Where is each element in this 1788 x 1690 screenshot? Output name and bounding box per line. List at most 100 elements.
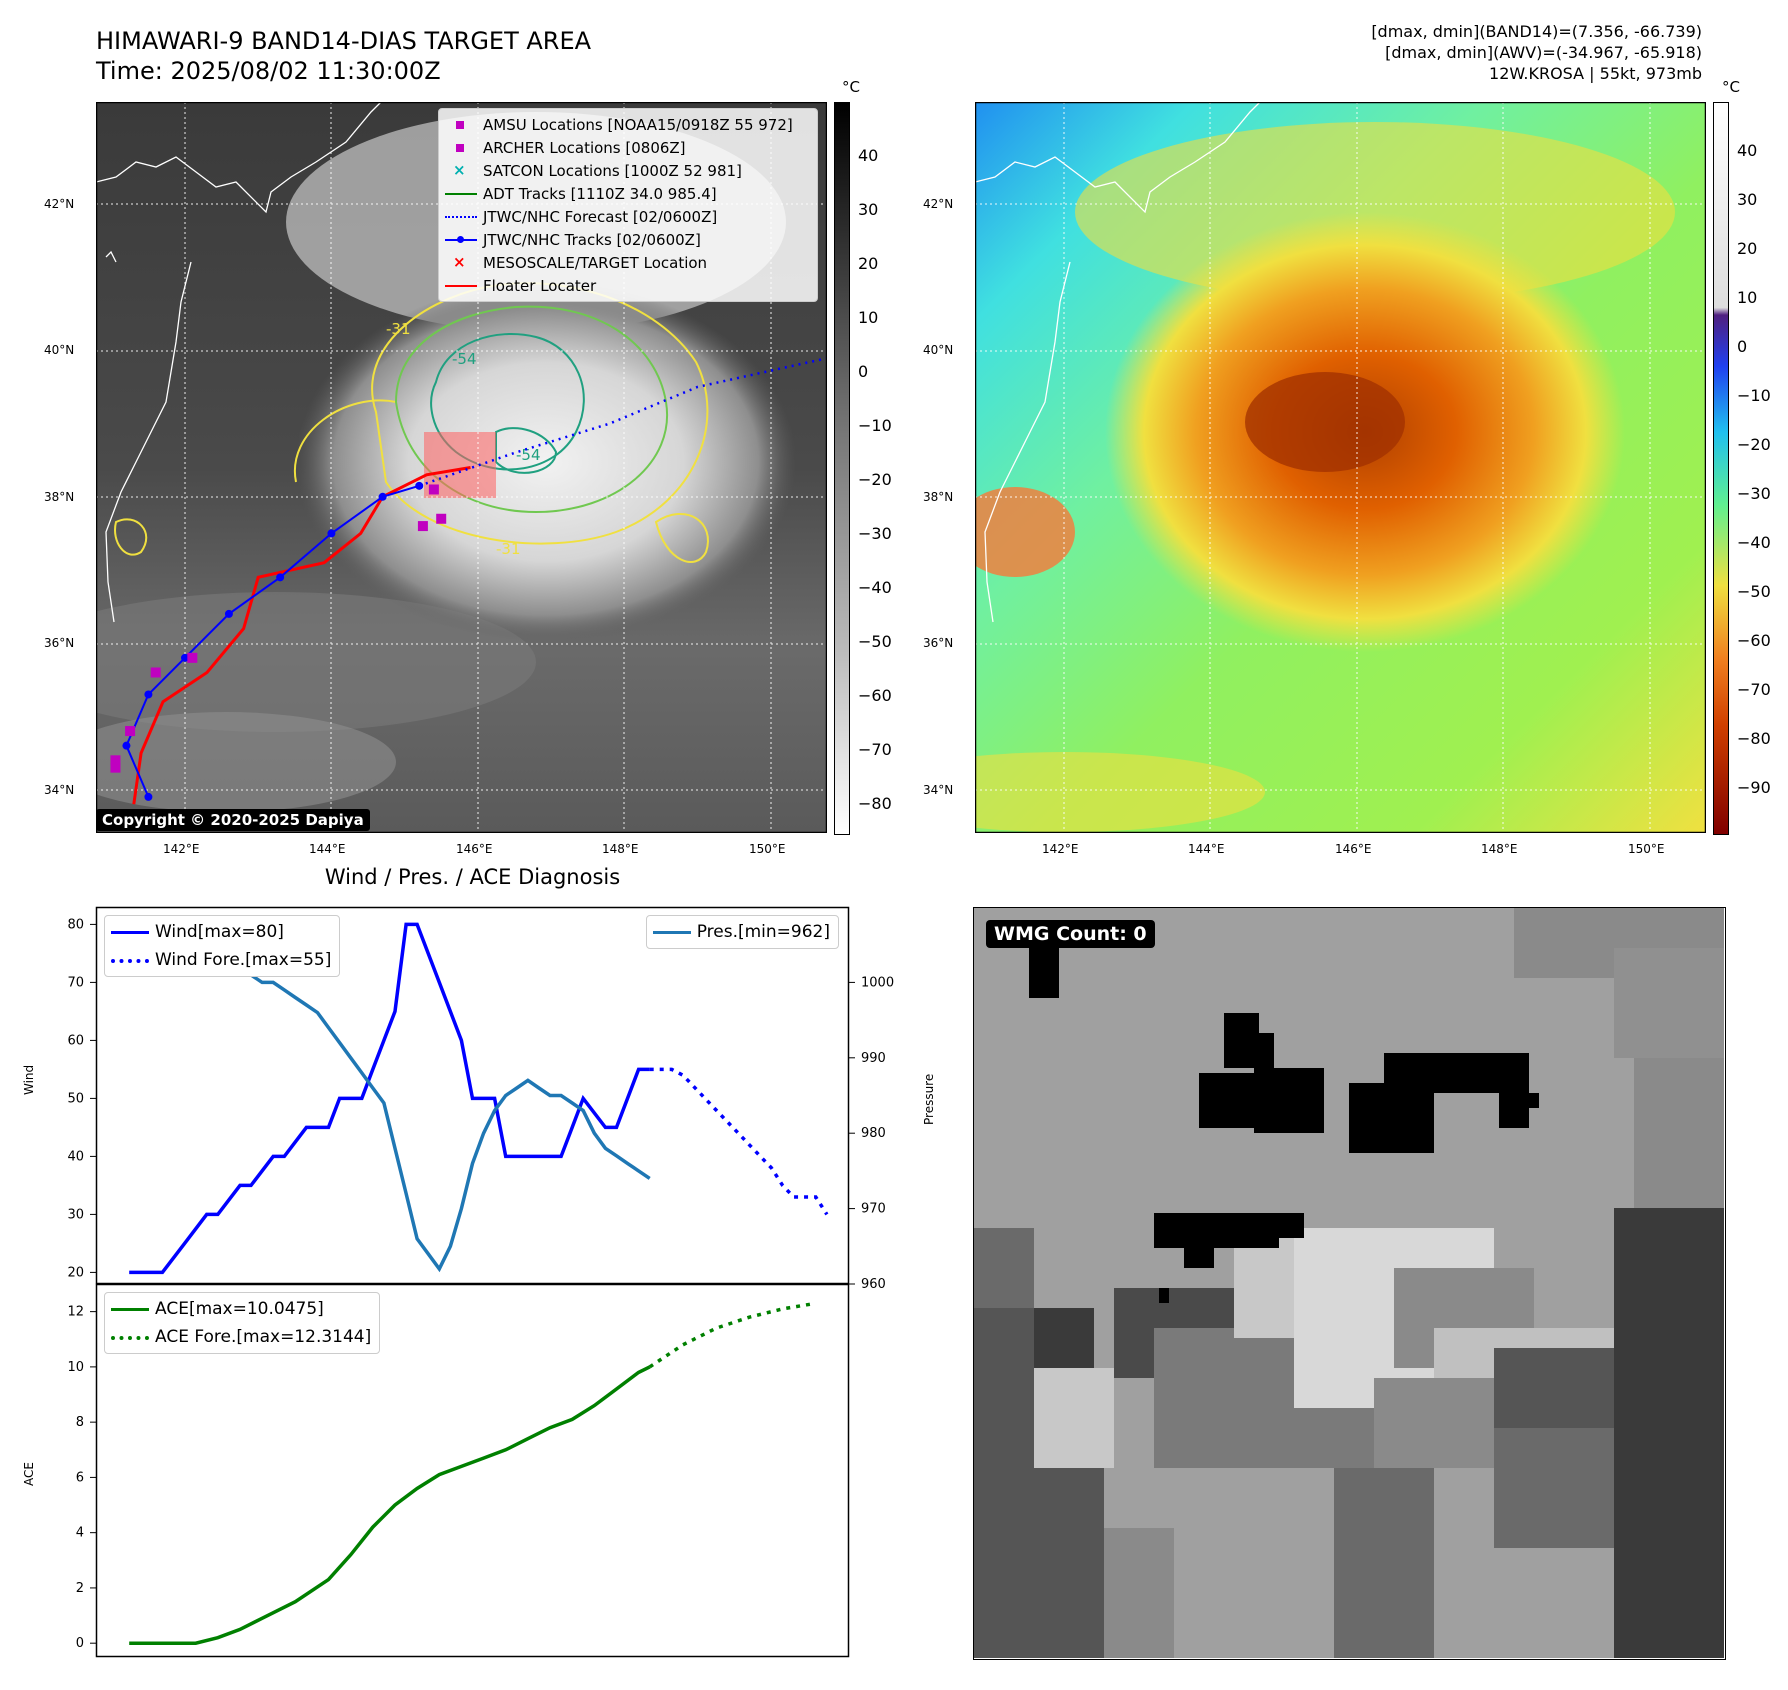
wmg-cell-block <box>1034 1368 1114 1468</box>
legend-label: Wind Fore.[max=55] <box>155 950 332 970</box>
square-icon <box>456 120 464 129</box>
contour-label: -31 <box>496 540 521 558</box>
coastline-east-japan <box>105 261 192 623</box>
awv-colorbar-unit: °C <box>1722 78 1740 96</box>
ace-legend: ACE[max=10.0475] ACE Fore.[max=12.3144] <box>104 1292 381 1354</box>
pressure-tick-label: 990 <box>861 1051 886 1066</box>
pressure-tick-label: 980 <box>861 1126 886 1141</box>
ace-tick-label: 8 <box>76 1415 84 1430</box>
legend-item-pressure: Pres.[min=962] <box>647 918 838 946</box>
figure-time: Time: 2025/08/02 11:30:00Z <box>96 57 441 85</box>
awv-colorbar-tick: −60 <box>1737 631 1771 650</box>
floater-track <box>132 466 471 805</box>
info-line-storm: 12W.KROSA | 55kt, 973mb <box>1489 64 1702 83</box>
awv-colorbar-tick: −70 <box>1737 680 1771 699</box>
pressure-legend: Pres.[min=962] <box>645 915 839 949</box>
jtwc-track-point <box>122 741 131 750</box>
awv-patch-west <box>975 487 1075 577</box>
lon-label: 150°E <box>749 842 786 856</box>
jtwc-track-point <box>276 573 285 582</box>
awv-patch-south <box>975 752 1265 832</box>
legend-label: ACE[max=10.0475] <box>155 1299 324 1319</box>
wmg-cell-block <box>1494 1428 1614 1548</box>
jtwc-track-point <box>378 492 387 501</box>
awv-colorbar-tick: −40 <box>1737 533 1771 552</box>
pressure-tick-label: 960 <box>861 1277 886 1292</box>
coastline-east-japan <box>984 261 1071 623</box>
dotted-line-icon <box>445 215 477 218</box>
wind-pressure-plot: 80 70 60 50 40 30 20 1000 990 980 970 960 Wind[max=… <box>67 906 894 1292</box>
legend-item-archer: ARCHER Locations [0806Z] <box>439 136 817 159</box>
ir-map-frame <box>96 102 827 833</box>
amsu-location-marker <box>110 755 121 766</box>
wmg-count-badge: WMG Count: 0 <box>986 920 1155 948</box>
ace-series-line-0 <box>129 1365 651 1645</box>
diagnosis-title: Wind / Pres. / ACE Diagnosis <box>324 865 621 889</box>
jtwc-track-point <box>144 792 153 801</box>
awv-gridlines <box>975 102 1706 833</box>
lat-label: 34°N <box>44 783 75 797</box>
ace-tick-label: 10 <box>67 1360 84 1375</box>
ir-colorbar-tick: 0 <box>858 362 869 381</box>
legend-label: Wind[max=80] <box>155 922 284 942</box>
wmg-cell-block <box>1634 1058 1724 1208</box>
amsu-location-marker <box>417 521 428 532</box>
ir-colorbar-tick: −80 <box>858 794 892 813</box>
ir-colorbar-tick: −60 <box>858 686 892 705</box>
lat-label: 42°N <box>44 197 75 211</box>
ace-tick-label: 12 <box>67 1305 84 1320</box>
legend-item-adt: ADT Tracks [1110Z 34.0 985.4] <box>439 182 817 205</box>
ir-cloud-band <box>96 592 536 732</box>
jtwc-track-point <box>327 529 336 538</box>
ir-map-panel: -31 -54 -54 -31 AMSU Locations [NOAA15/0… <box>96 102 827 833</box>
lon-label: 148°E <box>602 842 639 856</box>
legend-label: ARCHER Locations [0806Z] <box>483 138 686 157</box>
legend-label: AMSU Locations [NOAA15/0918Z 55 972] <box>483 115 793 134</box>
ace-ylabel: ACE <box>22 1462 36 1486</box>
lon-label: 146°E <box>1335 842 1372 856</box>
legend-item-wind-forecast: Wind Fore.[max=55] <box>105 946 339 974</box>
wmg-cell-block <box>1374 1378 1494 1468</box>
amsu-location-marker <box>187 652 198 663</box>
x-icon: × <box>453 160 466 179</box>
contour-label: -54 <box>516 446 541 464</box>
wind-tick-label: 70 <box>67 975 84 990</box>
awv-colorbar-tick: −50 <box>1737 582 1771 601</box>
awv-colorbar-tick: 20 <box>1737 239 1758 258</box>
ir-legend: AMSU Locations [NOAA15/0918Z 55 972] ARC… <box>438 108 818 302</box>
wmg-zero-cell <box>1279 1213 1304 1238</box>
awv-colorbar-tick: 0 <box>1737 337 1748 356</box>
series-line-1 <box>649 1067 829 1216</box>
ir-colorbar-tick: −20 <box>858 470 892 489</box>
wmg-zero-cell <box>1224 1078 1239 1093</box>
lon-label: 144°E <box>309 842 346 856</box>
ir-colorbar-tick: 20 <box>858 254 879 273</box>
lon-label: 146°E <box>456 842 493 856</box>
legend-label: JTWC/NHC Forecast [02/0600Z] <box>483 207 718 226</box>
lat-label: 38°N <box>923 490 954 504</box>
lat-label: 34°N <box>923 783 954 797</box>
legend-item-jtwc-tracks: JTWC/NHC Tracks [02/0600Z] <box>439 228 817 251</box>
wmg-panel: WMG Count: 0 <box>973 907 1726 1660</box>
legend-label: Pres.[min=962] <box>696 922 830 942</box>
wind-tick-label: 60 <box>67 1033 84 1048</box>
legend-label: ADT Tracks [1110Z 34.0 985.4] <box>483 184 717 203</box>
info-line-band14: [dmax, dmin](BAND14)=(7.356, -66.739) <box>1371 22 1702 41</box>
ir-colorbar-tick: −50 <box>858 632 892 651</box>
dotted-line-icon <box>111 959 149 963</box>
contour-yellow-west <box>293 399 397 483</box>
jtwc-track-point <box>181 653 189 662</box>
line-icon <box>111 1308 149 1311</box>
wmg-zero-cell <box>1224 1013 1259 1068</box>
ir-colorbar-unit: °C <box>842 78 860 96</box>
ir-colorbar-tick: −10 <box>858 416 892 435</box>
legend-label: ACE Fore.[max=12.3144] <box>155 1327 372 1347</box>
line-icon <box>111 931 149 934</box>
ace-tick-label: 6 <box>76 1470 84 1485</box>
contour-yellow <box>371 282 709 545</box>
line-icon <box>652 931 691 934</box>
ir-colorbar-tick: −30 <box>858 524 892 543</box>
awv-colorbar <box>1713 102 1729 835</box>
lat-label: 42°N <box>923 197 954 211</box>
line-icon <box>445 284 477 287</box>
